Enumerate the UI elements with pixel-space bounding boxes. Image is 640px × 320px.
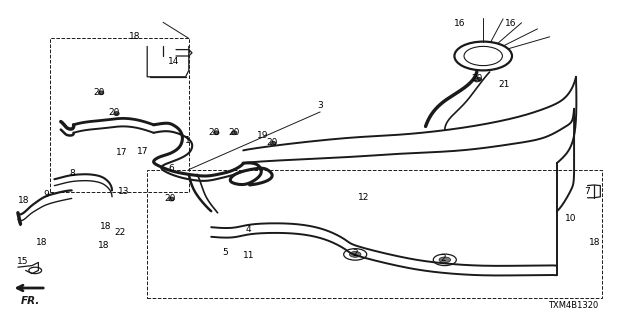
Circle shape [439,257,451,263]
Bar [50,38,189,192]
Text: 20: 20 [164,194,175,203]
Ellipse shape [99,91,104,95]
Text: 17: 17 [137,147,148,156]
Text: 20: 20 [209,128,220,137]
Text: 13: 13 [118,187,129,196]
Text: 21: 21 [499,80,510,89]
Text: 10: 10 [565,214,577,223]
Text: 20: 20 [93,88,105,97]
Text: 12: 12 [358,193,369,202]
Text: 16: 16 [505,19,516,28]
Text: 17: 17 [116,148,127,157]
Text: 22: 22 [115,228,126,237]
Text: 18: 18 [589,238,601,247]
Text: 14: 14 [168,57,180,66]
Ellipse shape [476,77,481,81]
Ellipse shape [474,78,479,82]
Text: 3: 3 [317,101,323,110]
Text: 19: 19 [257,131,268,140]
Text: 18: 18 [98,241,109,250]
Text: 18: 18 [18,196,29,205]
Text: 16: 16 [454,19,465,28]
Text: 8: 8 [70,169,75,178]
Text: 15: 15 [17,257,28,266]
Text: 2: 2 [353,249,358,258]
Text: 18: 18 [36,238,47,247]
Text: 20: 20 [471,74,483,83]
Text: 20: 20 [108,108,120,117]
Text: 20: 20 [266,138,278,147]
Text: 4: 4 [246,225,251,234]
Text: 1: 1 [185,136,190,145]
Text: 18: 18 [100,222,111,231]
Ellipse shape [169,197,174,201]
Text: 11: 11 [243,251,254,260]
Text: FR.: FR. [21,296,40,306]
Circle shape [349,252,361,257]
Ellipse shape [232,131,237,135]
Text: TXM4B1320: TXM4B1320 [548,301,598,310]
Ellipse shape [114,112,119,116]
Bar [147,170,602,298]
Text: 9: 9 [44,190,49,199]
Text: 18: 18 [129,32,140,41]
Ellipse shape [271,141,276,145]
Ellipse shape [214,131,219,135]
Text: 2: 2 [441,254,446,263]
Text: 7: 7 [585,187,590,196]
Text: 20: 20 [228,128,239,137]
Text: 6: 6 [169,164,174,173]
Text: 5: 5 [223,248,228,257]
